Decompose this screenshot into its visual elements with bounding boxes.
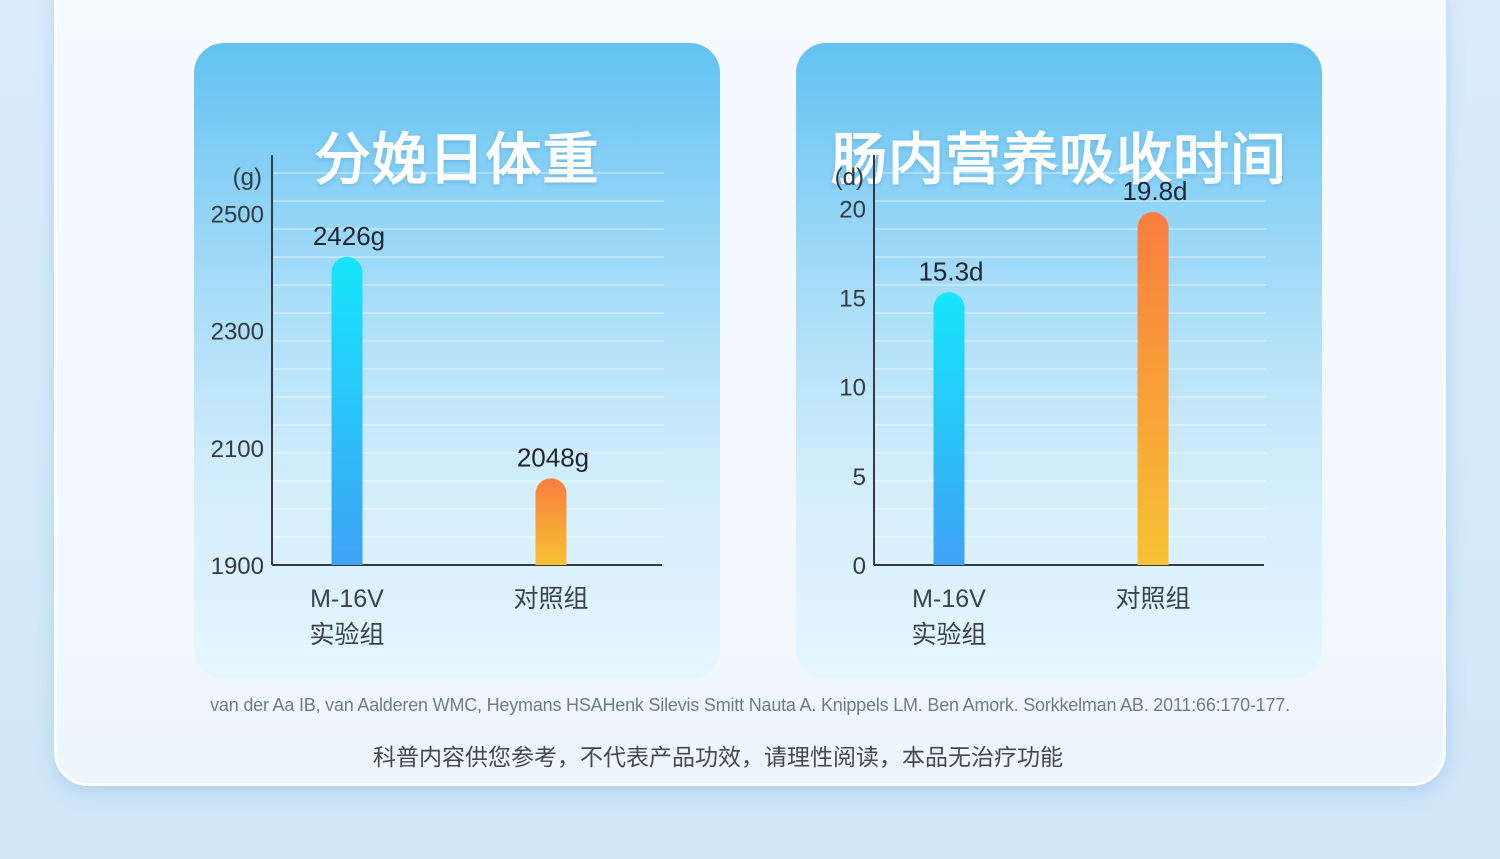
- absorption-time-chart: (d) 0 5 10 15 20 15.3d M-16V 实验组 19.8d 对照组: [835, 155, 1267, 649]
- y-tick-label: 2500: [211, 202, 264, 229]
- x-category-label: M-16V: [310, 585, 384, 613]
- chart-title: 分娩日体重: [314, 128, 600, 193]
- bar-0: [933, 292, 965, 565]
- y-tick-label: 5: [853, 464, 866, 491]
- y-tick-label: 2300: [211, 319, 264, 346]
- y-unit-label: (d): [835, 164, 864, 191]
- x-category-label: 实验组: [309, 621, 384, 649]
- data-label: 19.8d: [1122, 176, 1187, 206]
- disclaimer-text: 科普内容供您参考，不代表产品功效，请理性阅读，本品无治疗功能: [373, 745, 1063, 771]
- reference-footnote: van der Aa IB, van Aalderen WMC, Heymans…: [210, 695, 1290, 715]
- y-tick-label: 2100: [211, 436, 264, 463]
- x-category-label: 实验组: [911, 621, 986, 649]
- y-tick-label: 0: [853, 553, 866, 580]
- y-unit-label: (g): [233, 164, 262, 191]
- grid: [874, 155, 1267, 565]
- data-label: 15.3d: [918, 256, 983, 286]
- bar-0: [331, 256, 363, 565]
- data-label: 2048g: [517, 442, 589, 472]
- y-tick-label: 1900: [211, 553, 264, 580]
- chart-panel-absorption-time: 肠内营养吸收时间 (d) 0 5 10 15 20 15.3d M-16V 实验组 19.8d 对照…: [796, 43, 1322, 679]
- y-tick-label: 15: [839, 286, 866, 313]
- birth-weight-chart: (g) 1900 2100 2300 2500 2426g M-16V 实验组 2048g 对照组: [211, 155, 665, 649]
- x-category-label: M-16V: [912, 585, 986, 613]
- x-category-label: 对照组: [1115, 585, 1190, 613]
- bar-1: [1137, 212, 1169, 565]
- grid: [272, 155, 665, 565]
- data-label: 2426g: [313, 221, 385, 251]
- bar-1: [535, 478, 567, 565]
- y-tick-label: 10: [839, 375, 866, 402]
- y-tick-label: 20: [839, 196, 866, 223]
- chart-panel-birth-weight: 分娩日体重 (g) 1900 2100 2300 2500 2426g M-16V 实验组 20…: [194, 43, 720, 679]
- x-category-label: 对照组: [513, 585, 588, 613]
